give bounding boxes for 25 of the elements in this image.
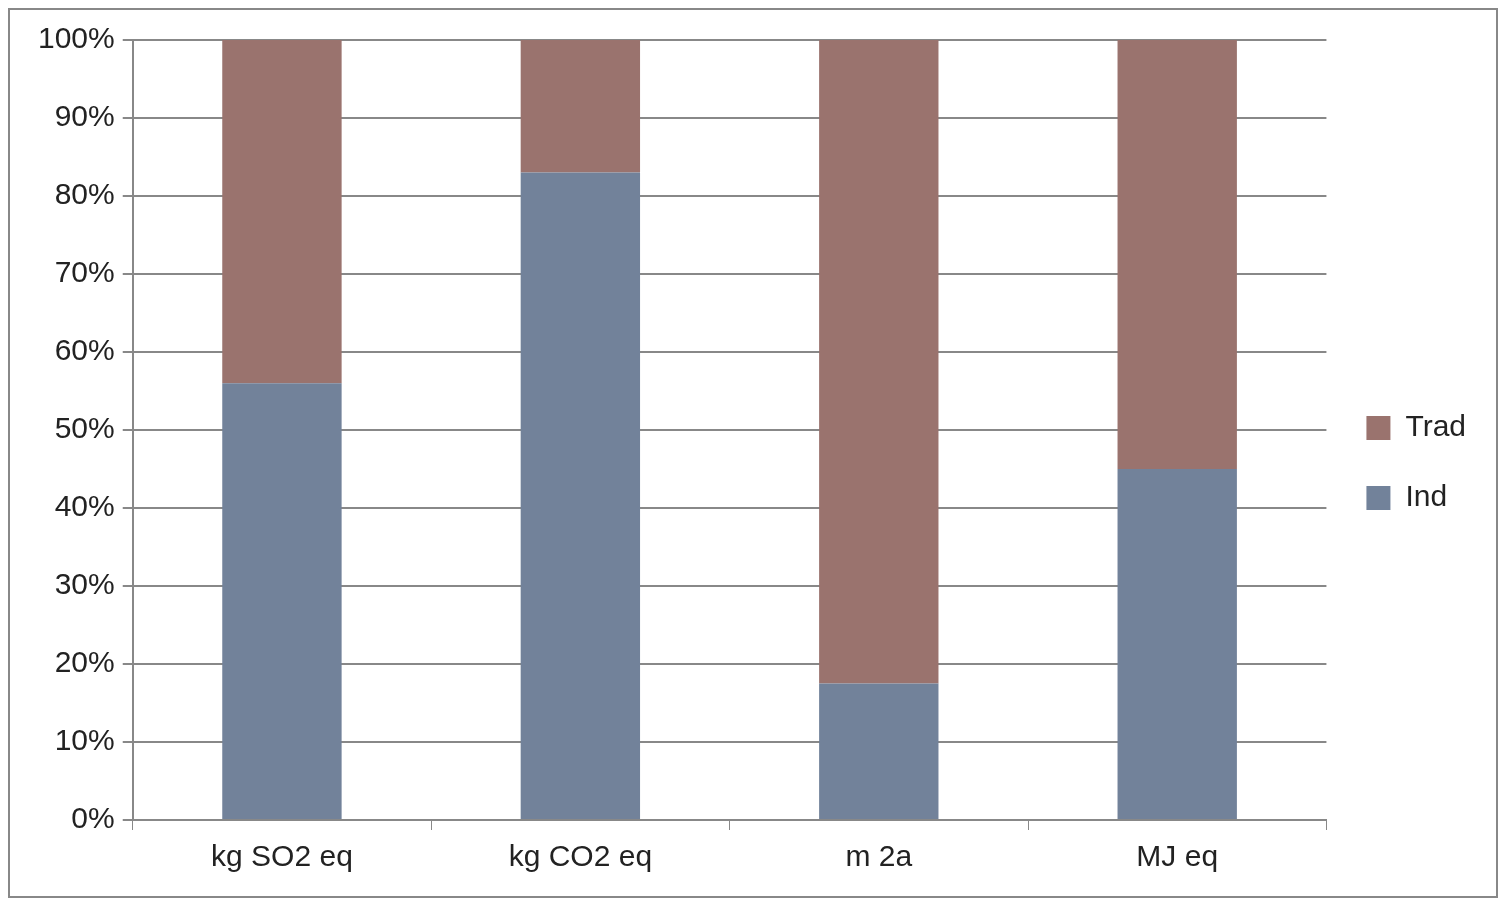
x-tick-label: m 2a (845, 839, 913, 873)
y-tick-label: 40% (54, 489, 115, 523)
x-tick-label: MJ eq (1136, 839, 1219, 873)
bar (520, 40, 641, 173)
y-tick-label: 20% (54, 645, 115, 679)
bar (1117, 469, 1237, 819)
bar (222, 40, 342, 384)
legend-label: Trad (1405, 409, 1467, 443)
y-tick-label: 10% (54, 723, 115, 757)
y-tick-label: 0% (71, 801, 115, 835)
y-tick-label: 30% (54, 567, 115, 601)
y-tick-label: 70% (54, 255, 115, 289)
bar (1117, 40, 1237, 469)
x-tick-label: kg CO2 eq (508, 839, 653, 873)
bar (819, 683, 939, 819)
y-tick-label: 100% (37, 21, 115, 55)
bar (520, 172, 641, 819)
bar (819, 40, 939, 684)
x-tick-label: kg SO2 eq (211, 839, 353, 873)
bar (222, 383, 342, 819)
y-tick-label: 50% (54, 411, 115, 445)
y-tick-label: 80% (54, 177, 115, 211)
y-tick-label: 60% (54, 333, 115, 367)
y-tick-label: 90% (54, 99, 115, 133)
legend-label: Ind (1405, 479, 1448, 513)
